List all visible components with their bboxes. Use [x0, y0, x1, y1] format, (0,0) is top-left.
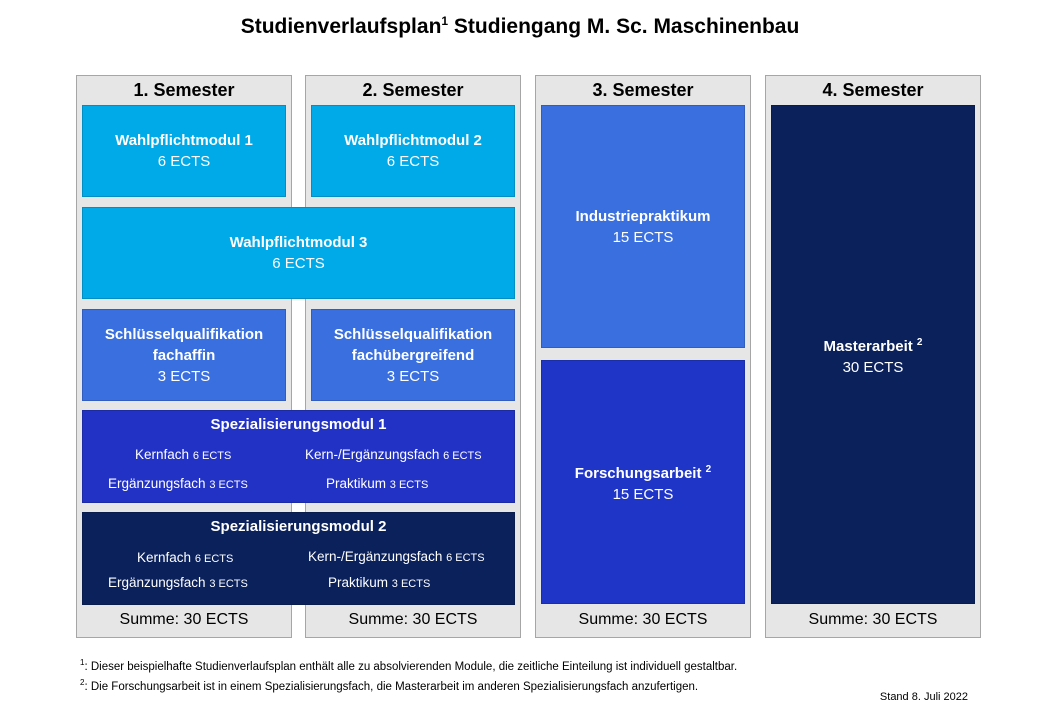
module-forschungsarbeit: Forschungsarbeit 2 15 ECTS — [541, 360, 745, 604]
module-wahlpflicht-1: Wahlpflichtmodul 1 6 ECTS — [82, 105, 286, 197]
module-wahlpflicht-3: Wahlpflichtmodul 3 6 ECTS — [82, 207, 515, 299]
module-ects: 15 ECTS — [612, 228, 674, 246]
module-wahlpflicht-2: Wahlpflichtmodul 2 6 ECTS — [311, 105, 515, 197]
module-ects: 3 ECTS — [386, 367, 440, 385]
spec-item-ergaenzungsfach: Ergänzungsfach 3 ECTS — [108, 476, 248, 491]
footnote-1: 1: Dieser beispielhafte Studienverlaufsp… — [80, 658, 738, 673]
page-title: Studienverlaufsplan1 Studiengang M. Sc. … — [240, 14, 800, 38]
module-subtitle: fachaffin — [152, 346, 216, 364]
footnote-2: 2: Die Forschungsarbeit ist in einem Spe… — [80, 677, 699, 693]
spec-item-kernfach: Kernfach 6 ECTS — [137, 550, 234, 565]
module-title: Spezialisierungsmodul 1 — [210, 416, 387, 433]
module-title: Wahlpflichtmodul 2 — [344, 132, 482, 149]
module-ects: 6 ECTS — [157, 153, 211, 170]
module-subtitle: fachübergreifend — [351, 346, 475, 364]
spec-item-ergaenzungsfach: Ergänzungsfach 3 ECTS — [108, 575, 248, 590]
module-title: Schlüsselqualifikation — [104, 325, 264, 343]
spec-item-praktikum: Praktikum 3 ECTS — [328, 575, 431, 590]
spec-item-praktikum: Praktikum 3 ECTS — [326, 476, 429, 491]
module-title: Spezialisierungsmodul 2 — [210, 518, 387, 535]
module-schluesselqualifikation-fachaffin: Schlüsselqualifikation fachaffin 3 ECTS — [82, 309, 286, 401]
module-title: Wahlpflichtmodul 3 — [229, 234, 368, 251]
module-title: Schlüsselqualifikation — [333, 325, 493, 343]
module-masterarbeit: Masterarbeit 2 30 ECTS — [771, 105, 975, 604]
spec-item-kern-ergaenzungsfach: Kern-/Ergänzungsfach 6 ECTS — [308, 549, 485, 564]
module-title: Industriepraktikum — [575, 207, 711, 225]
module-spezialisierung-2: Spezialisierungsmodul 2 Kernfach 6 ECTS … — [82, 512, 515, 605]
module-title: Forschungsarbeit 2 — [574, 464, 712, 482]
semester-sum: Summe: 30 ECTS — [808, 611, 938, 628]
module-ects: 30 ECTS — [842, 358, 904, 376]
module-industriepraktikum: Industriepraktikum 15 ECTS — [541, 105, 745, 348]
semester-sum: Summe: 30 ECTS — [348, 611, 478, 628]
stand-date: Stand 8. Juli 2022 — [879, 691, 968, 703]
semester-heading: 2. Semester — [362, 80, 464, 100]
semester-heading: 4. Semester — [822, 80, 924, 100]
module-schluesselqualifikation-fachuebergreifend: Schlüsselqualifikation fachübergreifend … — [311, 309, 515, 401]
module-title: Masterarbeit 2 — [823, 336, 923, 355]
module-title: Wahlpflichtmodul 1 — [115, 132, 253, 149]
module-ects: 6 ECTS — [386, 153, 440, 170]
footnotes: 1: Dieser beispielhafte Studienverlaufsp… — [80, 655, 737, 695]
semester-sum: Summe: 30 ECTS — [578, 611, 708, 628]
module-ects: 6 ECTS — [272, 255, 325, 272]
semester-heading: 3. Semester — [592, 80, 694, 100]
module-spezialisierung-1: Spezialisierungsmodul 1 Kernfach 6 ECTS … — [82, 410, 515, 503]
module-ects: 3 ECTS — [157, 367, 211, 385]
spec-item-kern-ergaenzungsfach: Kern-/Ergänzungsfach 6 ECTS — [305, 447, 482, 462]
spec-item-kernfach: Kernfach 6 ECTS — [135, 447, 232, 462]
semester-sum: Summe: 30 ECTS — [119, 611, 249, 628]
module-ects: 15 ECTS — [612, 486, 674, 503]
semester-heading: 1. Semester — [133, 80, 235, 100]
